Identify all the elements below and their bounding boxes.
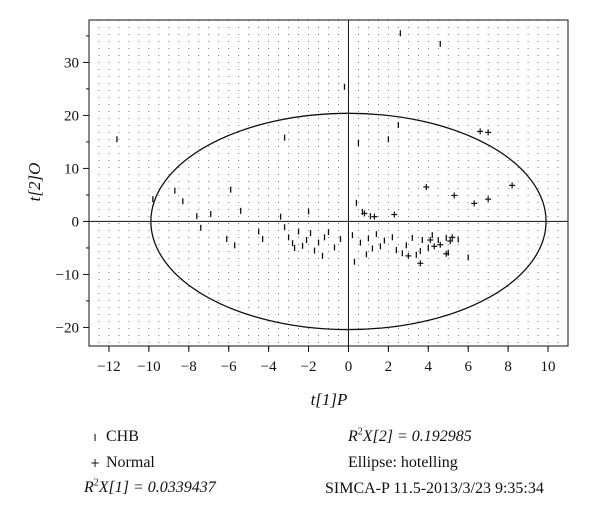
y-tick-label: 0 xyxy=(72,214,80,230)
x-tick-label: 4 xyxy=(425,359,433,375)
r2x1-rest: X[1] = 0.0339437 xyxy=(98,479,216,496)
y-tick-label: 20 xyxy=(64,108,79,124)
point-normal xyxy=(449,234,456,241)
y-tick-label: 30 xyxy=(64,55,79,71)
point-normal xyxy=(443,250,450,257)
point-normal xyxy=(477,128,484,135)
axes xyxy=(89,20,568,346)
point-normal xyxy=(423,183,430,190)
hotelling-ellipse-shape xyxy=(150,112,547,331)
point-normal xyxy=(405,252,412,259)
r2x2-stat: R2X[2] = 0.192985 xyxy=(348,426,472,446)
point-normal xyxy=(509,182,516,189)
point-normal xyxy=(391,211,398,218)
r2x2-r: R xyxy=(348,428,358,445)
normal-marker-icon: + xyxy=(89,456,101,470)
point-normal xyxy=(471,200,478,207)
software-info: SIMCA-P 11.5-2013/3/23 9:35:34 xyxy=(325,480,544,497)
x-axis-label: t[1]P xyxy=(311,390,348,409)
hotelling-ellipse xyxy=(150,112,547,331)
x-tick-label: −12 xyxy=(97,359,120,375)
x-tick-label: 2 xyxy=(385,359,393,375)
x-tick-label: 8 xyxy=(504,359,512,375)
point-normal xyxy=(451,192,458,199)
y-tick-label: 10 xyxy=(64,161,79,177)
x-tick-label: −6 xyxy=(221,359,237,375)
chb-marker-icon: ı xyxy=(93,430,97,444)
point-normal xyxy=(417,260,424,267)
r2x1-stat: R2X[1] = 0.0339437 xyxy=(84,477,216,497)
x-tick-label: 0 xyxy=(345,359,353,375)
r2x2-sup: 2 xyxy=(357,426,363,438)
x-tick-label: 6 xyxy=(464,359,472,375)
y-tick-label: −10 xyxy=(56,267,79,283)
point-normal xyxy=(437,241,444,248)
x-tick-label: 10 xyxy=(541,359,556,375)
x-tick-label: −8 xyxy=(181,359,197,375)
point-normal xyxy=(485,196,492,203)
x-tick-label: −2 xyxy=(301,359,317,375)
point-normal xyxy=(447,238,454,245)
point-normal xyxy=(485,129,492,136)
ellipse-info: Ellipse: hotelling xyxy=(348,454,458,471)
legend-chb-label: CHB xyxy=(106,428,139,445)
r2x1-sup: 2 xyxy=(93,477,99,489)
y-axis-label: t[2]O xyxy=(25,163,44,202)
y-tick-label: −20 xyxy=(56,320,79,336)
point-normal xyxy=(431,243,438,250)
legend-chb: ı CHB xyxy=(88,428,139,446)
x-tick-label: −4 xyxy=(261,359,277,375)
legend-normal: + Normal xyxy=(88,454,155,472)
x-tick-label: −10 xyxy=(137,359,160,375)
plot-frame xyxy=(88,19,569,347)
point-normal xyxy=(371,213,378,220)
r2x2-rest: X[2] = 0.192985 xyxy=(362,428,472,445)
r2x1-r: R xyxy=(84,479,94,496)
legend-normal-label: Normal xyxy=(106,454,155,471)
point-normal xyxy=(361,210,368,217)
data-points xyxy=(116,30,516,267)
point-normal xyxy=(427,236,434,243)
